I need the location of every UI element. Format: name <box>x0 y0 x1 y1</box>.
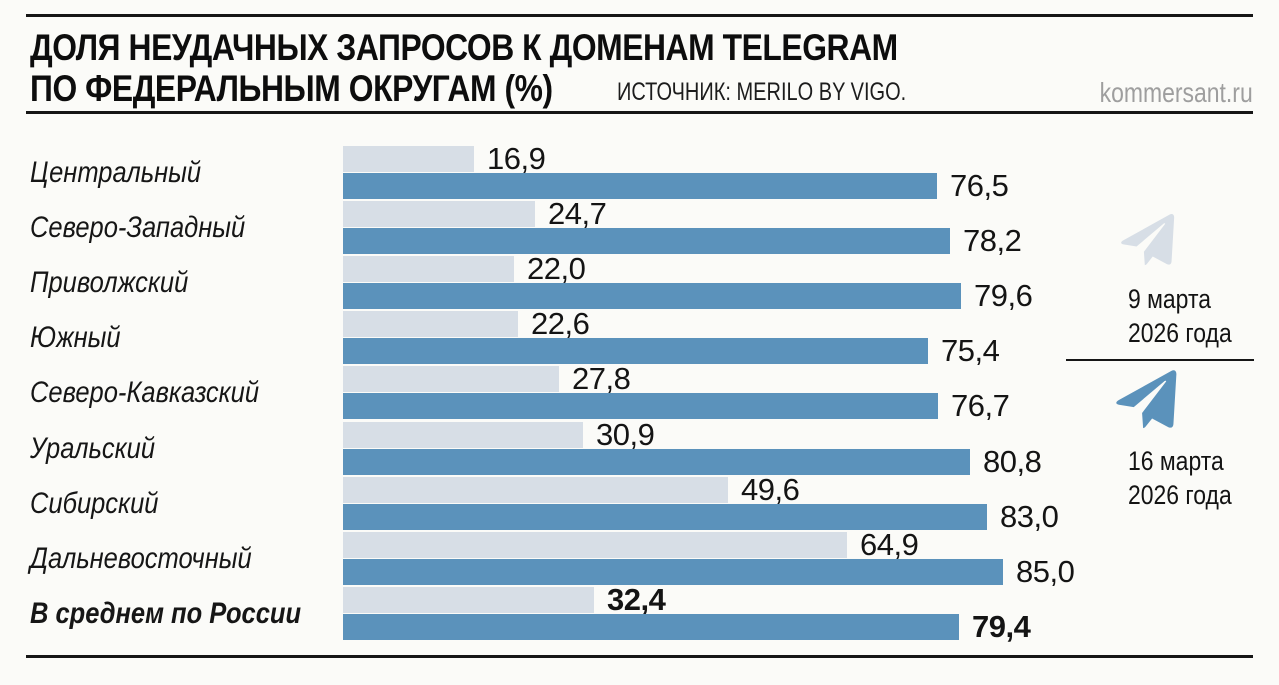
value-label-series2: 79,6 <box>974 278 1033 313</box>
category-label-text: Уральский <box>30 431 156 465</box>
source-label: ИСТОЧНИК: MERILO BY VIGO. <box>617 78 907 106</box>
category-label: Северо-Кавказский <box>30 366 335 419</box>
category-label-text: В среднем по России <box>30 596 302 630</box>
category-label: Южный <box>30 311 335 364</box>
header-divider <box>26 111 1253 114</box>
category-label: Сибирский <box>30 477 335 530</box>
category-label-text: Северо-Кавказский <box>30 375 260 409</box>
value-label-series1: 30,9 <box>596 417 655 452</box>
legend-period2-label: 16 марта 2026 года <box>1128 446 1232 510</box>
bar-series2 <box>343 338 928 364</box>
bottom-divider <box>26 655 1253 658</box>
bar-series1 <box>343 587 594 613</box>
category-label: Северо-Западный <box>30 201 335 254</box>
bar-series1 <box>343 366 559 392</box>
bar-series1 <box>343 422 583 448</box>
telegram-plane-icon <box>1116 212 1184 272</box>
value-label-series2: 79,4 <box>972 609 1031 644</box>
bar-series1 <box>343 532 847 558</box>
value-label-series1: 24,7 <box>548 196 607 231</box>
telegram-plane-icon <box>1110 368 1188 436</box>
category-label: В среднем по России <box>30 587 335 640</box>
bar-series2 <box>343 393 938 419</box>
value-label-series2: 85,0 <box>1016 554 1075 589</box>
value-label-series1: 32,4 <box>607 582 666 617</box>
bar-series2 <box>343 283 961 309</box>
category-label: Уральский <box>30 422 335 475</box>
value-label-series1: 22,0 <box>527 251 586 286</box>
value-label-series2: 76,5 <box>950 168 1009 203</box>
bar-series2 <box>343 559 1003 585</box>
brand-label[interactable]: kommersant.ru <box>1099 77 1253 108</box>
page-title-line1: ДОЛЯ НЕУДАЧНЫХ ЗАПРОСОВ К ДОМЕНАМ TELEGR… <box>30 27 898 68</box>
value-label-series2: 76,7 <box>951 388 1010 423</box>
bar-series1 <box>343 146 474 172</box>
value-label-series2: 75,4 <box>941 333 1000 368</box>
category-label-text: Приволжский <box>30 265 189 299</box>
bar-series1 <box>343 311 518 337</box>
value-label-series1: 27,8 <box>572 361 631 396</box>
value-label-series1: 22,6 <box>531 306 590 341</box>
category-label-text: Сибирский <box>30 486 159 520</box>
category-label: Дальневосточный <box>30 532 335 585</box>
category-label-text: Северо-Западный <box>30 210 246 244</box>
bar-series2 <box>343 449 970 475</box>
page-title: ДОЛЯ НЕУДАЧНЫХ ЗАПРОСОВ К ДОМЕНАМ TELEGR… <box>30 27 1039 109</box>
bar-series2 <box>343 228 950 254</box>
category-label-text: Дальневосточный <box>30 541 252 575</box>
top-divider <box>26 14 1253 17</box>
value-label-series1: 49,6 <box>741 472 800 507</box>
legend-period1-label: 9 марта 2026 года <box>1128 284 1232 348</box>
page-title-line2: ПО ФЕДЕРАЛЬНЫМ ОКРУГАМ (%) <box>30 68 553 109</box>
bar-series2 <box>343 614 959 640</box>
category-label-text: Южный <box>30 320 121 354</box>
legend-divider <box>1066 359 1254 361</box>
value-label-series2: 78,2 <box>963 223 1022 258</box>
bar-series2 <box>343 173 937 199</box>
category-label: Центральный <box>30 146 335 199</box>
category-label: Приволжский <box>30 256 335 309</box>
value-label-series2: 83,0 <box>1000 499 1059 534</box>
bar-series2 <box>343 504 987 530</box>
value-label-series1: 16,9 <box>487 141 546 176</box>
value-label-series2: 80,8 <box>983 444 1042 479</box>
category-label-text: Центральный <box>30 155 202 189</box>
value-label-series1: 64,9 <box>860 527 919 562</box>
bar-series1 <box>343 256 514 282</box>
chart-legend: 9 марта 2026 года 16 марта 2026 года <box>1060 190 1260 520</box>
bar-series1 <box>343 477 728 503</box>
bar-series1 <box>343 201 535 227</box>
